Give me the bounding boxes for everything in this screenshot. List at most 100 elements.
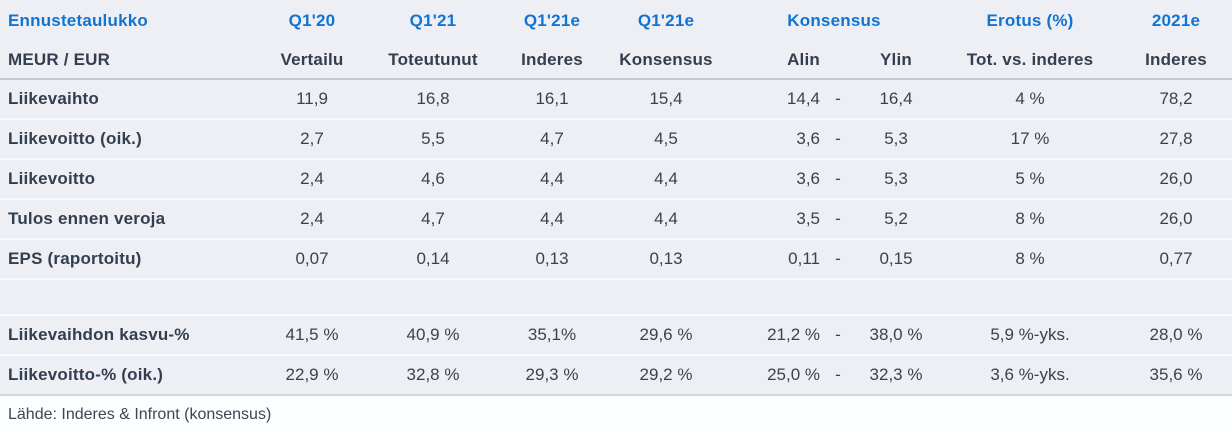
cell-vertailu: 2,4	[258, 199, 366, 240]
header-row-periods: Ennustetaulukko Q1'20 Q1'21 Q1'21e Q1'21…	[0, 0, 1232, 42]
cell-range-dash: -	[835, 365, 841, 384]
cell-ylin: 38,0 %	[852, 315, 941, 356]
forecast-table: Ennustetaulukko Q1'20 Q1'21 Q1'21e Q1'21…	[0, 0, 1232, 394]
cell-2021e	[1120, 279, 1232, 316]
cell-erotus: 17 %	[940, 119, 1121, 160]
cell-erotus	[940, 279, 1121, 316]
subcol-toteutunut: Toteutunut	[366, 42, 500, 80]
cell-konsensus: 15,4	[604, 79, 728, 120]
cell-2021e: 35,6 %	[1149, 365, 1203, 384]
row-label	[0, 279, 258, 316]
cell-alin: 3,6	[728, 159, 824, 200]
cell-inderes	[500, 279, 604, 316]
cell-alin: 21,2 %	[728, 315, 824, 356]
cell-inderes: 4,4	[500, 159, 604, 200]
cell-toteutunut: 32,8 %	[406, 365, 460, 384]
cell-toteutunut: 5,5	[366, 119, 500, 160]
table-row-tulos-ennen-veroja: Tulos ennen veroja 2,4 4,7 4,4 4,4 3,5 -…	[0, 199, 1232, 240]
subcol-inderes: Inderes	[500, 42, 604, 80]
cell-vertailu: 2,7	[258, 119, 366, 160]
cell-range-dash: -	[824, 199, 852, 240]
cell-toteutunut: 16,8	[366, 79, 500, 120]
cell-toteutunut: 40,9 %	[366, 315, 500, 356]
cell-range-dash	[824, 279, 852, 316]
table-row-liikevoitto: Liikevoitto 2,4 4,6 4,4 4,4 3,6 - 5,3 5 …	[0, 159, 1232, 200]
row-label: Liikevaihto	[0, 79, 258, 120]
row-label: Liikevoitto (oik.)	[0, 119, 258, 160]
col-header-q120: Q1'20	[288, 11, 336, 30]
subcol-vertailu: Vertailu	[258, 42, 366, 80]
table-row-spacer	[0, 279, 1232, 316]
table-row-liikevaihdon-kasvu: Liikevaihdon kasvu-% 41,5 % 40,9 % 35,1%…	[0, 315, 1232, 356]
subcol-ylin: Ylin	[852, 42, 941, 80]
source-footer: Lähde: Inderes & Infront (konsensus)	[0, 394, 1232, 433]
cell-range-dash: -	[824, 239, 852, 280]
header-row-sublabels: MEUR / EUR Vertailu Toteutunut Inderes K…	[0, 42, 1232, 80]
cell-alin	[728, 279, 824, 316]
cell-ylin: 32,3 %	[869, 365, 923, 384]
cell-range-dash: -	[824, 79, 852, 120]
col-header-q121e-inderes: Q1'21e	[523, 11, 581, 30]
unit-label: MEUR / EUR	[0, 42, 258, 80]
cell-2021e: 78,2	[1120, 79, 1232, 120]
cell-2021e: 27,8	[1120, 119, 1232, 160]
subcol-inderes-2021: Inderes	[1120, 42, 1232, 80]
cell-range-dash: -	[824, 119, 852, 160]
cell-inderes: 4,4	[500, 199, 604, 240]
row-label: EPS (raportoitu)	[0, 239, 258, 280]
cell-erotus: 5,9 %-yks.	[940, 315, 1121, 356]
cell-toteutunut: 0,14	[366, 239, 500, 280]
subcol-konsensus: Konsensus	[604, 42, 728, 80]
cell-alin: 0,11	[728, 239, 824, 280]
cell-inderes: 4,7	[500, 119, 604, 160]
cell-vertailu: 11,9	[258, 79, 366, 120]
cell-ylin: 5,3	[852, 159, 941, 200]
cell-ylin: 5,2	[852, 199, 941, 240]
cell-alin: 3,6	[728, 119, 824, 160]
cell-ylin: 0,15	[852, 239, 941, 280]
cell-vertailu: 22,9 %	[285, 365, 339, 384]
cell-vertailu	[258, 279, 366, 316]
table-row-liikevaihto: Liikevaihto 11,9 16,8 16,1 15,4 14,4 - 1…	[0, 79, 1232, 120]
row-label: Liikevaihdon kasvu-%	[0, 315, 258, 356]
cell-erotus: 5 %	[940, 159, 1121, 200]
cell-alin: 3,5	[728, 199, 824, 240]
cell-konsensus	[604, 279, 728, 316]
cell-ylin: 16,4	[852, 79, 941, 120]
cell-2021e: 26,0	[1120, 159, 1232, 200]
cell-ylin	[852, 279, 941, 316]
cell-konsensus: 29,2 %	[639, 365, 693, 384]
cell-inderes: 29,3 %	[525, 365, 579, 384]
table-row-liikevoitto-oik: Liikevoitto (oik.) 2,7 5,5 4,7 4,5 3,6 -…	[0, 119, 1232, 160]
cell-range-dash: -	[824, 315, 852, 356]
cell-inderes: 0,13	[500, 239, 604, 280]
cell-konsensus: 4,4	[604, 199, 728, 240]
cell-inderes: 16,1	[500, 79, 604, 120]
source-text: Lähde: Inderes & Infront (konsensus)	[8, 405, 272, 423]
cell-vertailu: 2,4	[258, 159, 366, 200]
table-title: Ennustetaulukko	[8, 11, 148, 30]
cell-konsensus: 4,5	[604, 119, 728, 160]
cell-ylin: 5,3	[852, 119, 941, 160]
subcol-dash-spacer	[824, 42, 852, 80]
cell-erotus: 8 %	[940, 239, 1121, 280]
row-label: Tulos ennen veroja	[0, 199, 258, 240]
cell-erotus: 3,6 %-yks.	[990, 365, 1070, 384]
cell-2021e: 26,0	[1120, 199, 1232, 240]
row-label: Liikevoitto	[0, 159, 258, 200]
cell-toteutunut: 4,7	[366, 199, 500, 240]
cell-konsensus: 29,6 %	[604, 315, 728, 356]
cell-toteutunut	[366, 279, 500, 316]
cell-erotus: 4 %	[940, 79, 1121, 120]
cell-2021e: 0,77	[1120, 239, 1232, 280]
col-header-q121e-konsensus: Q1'21e	[637, 11, 695, 30]
cell-konsensus: 4,4	[604, 159, 728, 200]
table-row-liikevoitto-pct: Liikevoitto-% (oik.) 22,9 % 32,8 % 29,3 …	[0, 355, 1232, 394]
col-header-erotus: Erotus (%)	[986, 11, 1074, 30]
table-row-eps: EPS (raportoitu) 0,07 0,14 0,13 0,13 0,1…	[0, 239, 1232, 280]
cell-range-dash: -	[824, 159, 852, 200]
cell-alin: 25,0 %	[767, 365, 820, 384]
cell-konsensus: 0,13	[604, 239, 728, 280]
col-header-konsensus-group: Konsensus	[787, 11, 881, 30]
